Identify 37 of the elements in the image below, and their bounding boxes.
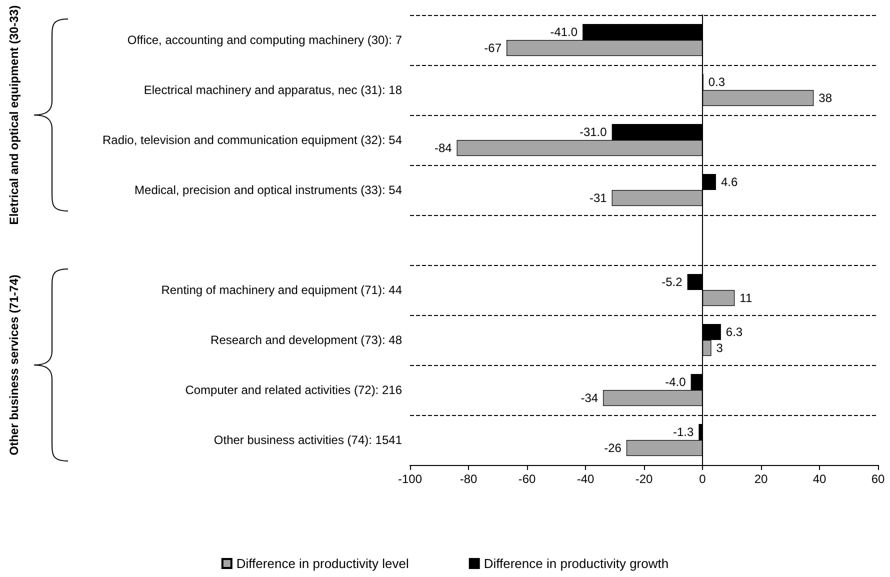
- text: Other business services (71-74): [7, 274, 21, 456]
- x-tick-label: 40: [812, 472, 826, 486]
- data-label: -84: [434, 141, 452, 155]
- data-label: -1.3: [673, 425, 694, 439]
- x-tick-label: 0: [699, 472, 706, 486]
- data-label: -5.2: [662, 275, 683, 289]
- x-tick-label: 60: [871, 472, 885, 486]
- legend-label: Difference in productivity growth: [484, 556, 669, 571]
- data-label: -34: [580, 391, 598, 405]
- data-label: -41.0: [550, 25, 578, 39]
- y-tick-label: Research and development (73): 48: [210, 333, 402, 347]
- data-label: -4.0: [665, 375, 686, 389]
- data-label: -26: [604, 441, 622, 455]
- data-label: 38: [818, 91, 832, 105]
- y-tick-label: Computer and related activities (72): 216: [185, 383, 402, 397]
- data-label: -67: [484, 41, 502, 55]
- text: Eletrical and optical equipment (30-33): [7, 5, 21, 225]
- x-tick-label: -40: [576, 472, 594, 486]
- data-label: 6.3: [726, 325, 743, 339]
- data-label: 0.3: [708, 75, 726, 89]
- y-tick-label: Radio, television and communication equipment (32): 54: [102, 133, 402, 147]
- y-tick-label: Renting of machinery and equipment (71): 44: [161, 283, 402, 297]
- data-label: -31: [589, 191, 608, 205]
- x-tick-label: 20: [754, 472, 768, 486]
- data-label: -31.0: [579, 125, 608, 139]
- data-label: 4.6: [720, 175, 738, 189]
- x-tick-label: -80: [460, 472, 478, 486]
- y-tick-label: Other business activities (74): 1541: [214, 433, 402, 447]
- x-tick-label: -100: [398, 472, 422, 486]
- data-label: 11: [740, 291, 752, 305]
- data-label: 3: [716, 341, 724, 355]
- x-tick-label: -20: [635, 472, 653, 486]
- x-tick-label: -60: [518, 472, 536, 486]
- y-tick-label: Electrical machinery and apparatus, nec (31): 18: [144, 83, 402, 97]
- y-tick-label: Office, accounting and computing machinery (30): 7: [127, 33, 402, 47]
- legend-label: Difference in productivity level: [236, 556, 409, 571]
- y-tick-label: Medical, precision and optical instruments (33): 54: [134, 183, 402, 197]
